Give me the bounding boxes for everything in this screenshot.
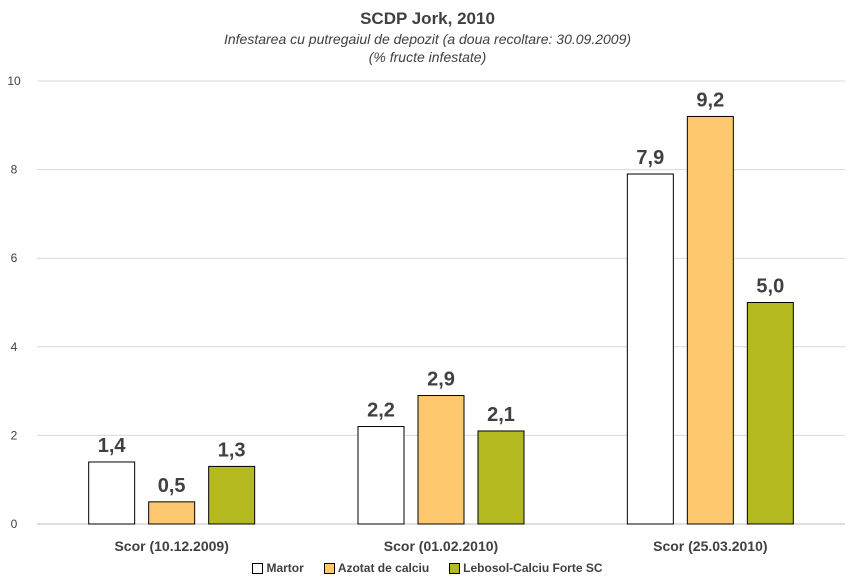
data-label: 1,4 [98, 435, 127, 457]
bar [208, 465, 256, 525]
chart-subtitle-line2: (% fructe infestate) [368, 49, 487, 65]
legend-item-lebosol: Lebosol-Calciu Forte SC [449, 561, 603, 575]
y-tick-label: 8 [11, 163, 18, 177]
legend-label-lebosol: Lebosol-Calciu Forte SC [463, 561, 603, 575]
legend-item-azotat: Azotat de calciu [323, 561, 430, 575]
data-label: 7,9 [636, 147, 664, 169]
data-label: 2,2 [367, 400, 395, 422]
bar [686, 115, 734, 525]
bar [417, 395, 465, 525]
y-tick-label: 4 [11, 340, 18, 354]
chart-subtitle-line1: Infestarea cu putregaiul de depozit (a d… [223, 31, 632, 47]
data-label: 9,2 [696, 89, 724, 111]
legend-item-martor: Martor [252, 561, 304, 575]
x-tick-label: Scor (25.03.2010) [653, 538, 767, 554]
legend-swatch-azotat [323, 562, 335, 574]
data-label: 2,9 [427, 369, 455, 391]
legend-swatch-lebosol [449, 562, 461, 574]
x-tick-label: Scor (01.02.2010) [384, 538, 498, 554]
y-tick-label: 0 [11, 517, 18, 531]
bar [626, 173, 674, 525]
bar [357, 426, 405, 525]
bar [148, 501, 196, 525]
y-tick-label: 2 [11, 428, 18, 442]
y-tick-label: 10 [7, 74, 21, 88]
x-tick-label: Scor (10.12.2009) [114, 538, 228, 554]
data-label: 2,1 [487, 404, 515, 426]
y-tick-label: 6 [11, 251, 18, 265]
bar [477, 430, 525, 525]
data-label: 0,5 [158, 475, 186, 497]
legend-label-martor: Martor [266, 561, 304, 575]
bar [746, 302, 794, 525]
data-label: 1,3 [218, 439, 246, 461]
legend-swatch-martor [252, 562, 264, 574]
legend: Martor Azotat de calciu Lebosol-Calciu F… [0, 561, 855, 575]
bar [88, 461, 136, 525]
chart-title: SCDP Jork, 2010 [360, 9, 495, 28]
data-label: 5,0 [756, 276, 784, 298]
legend-label-azotat: Azotat de calciu [337, 561, 430, 575]
